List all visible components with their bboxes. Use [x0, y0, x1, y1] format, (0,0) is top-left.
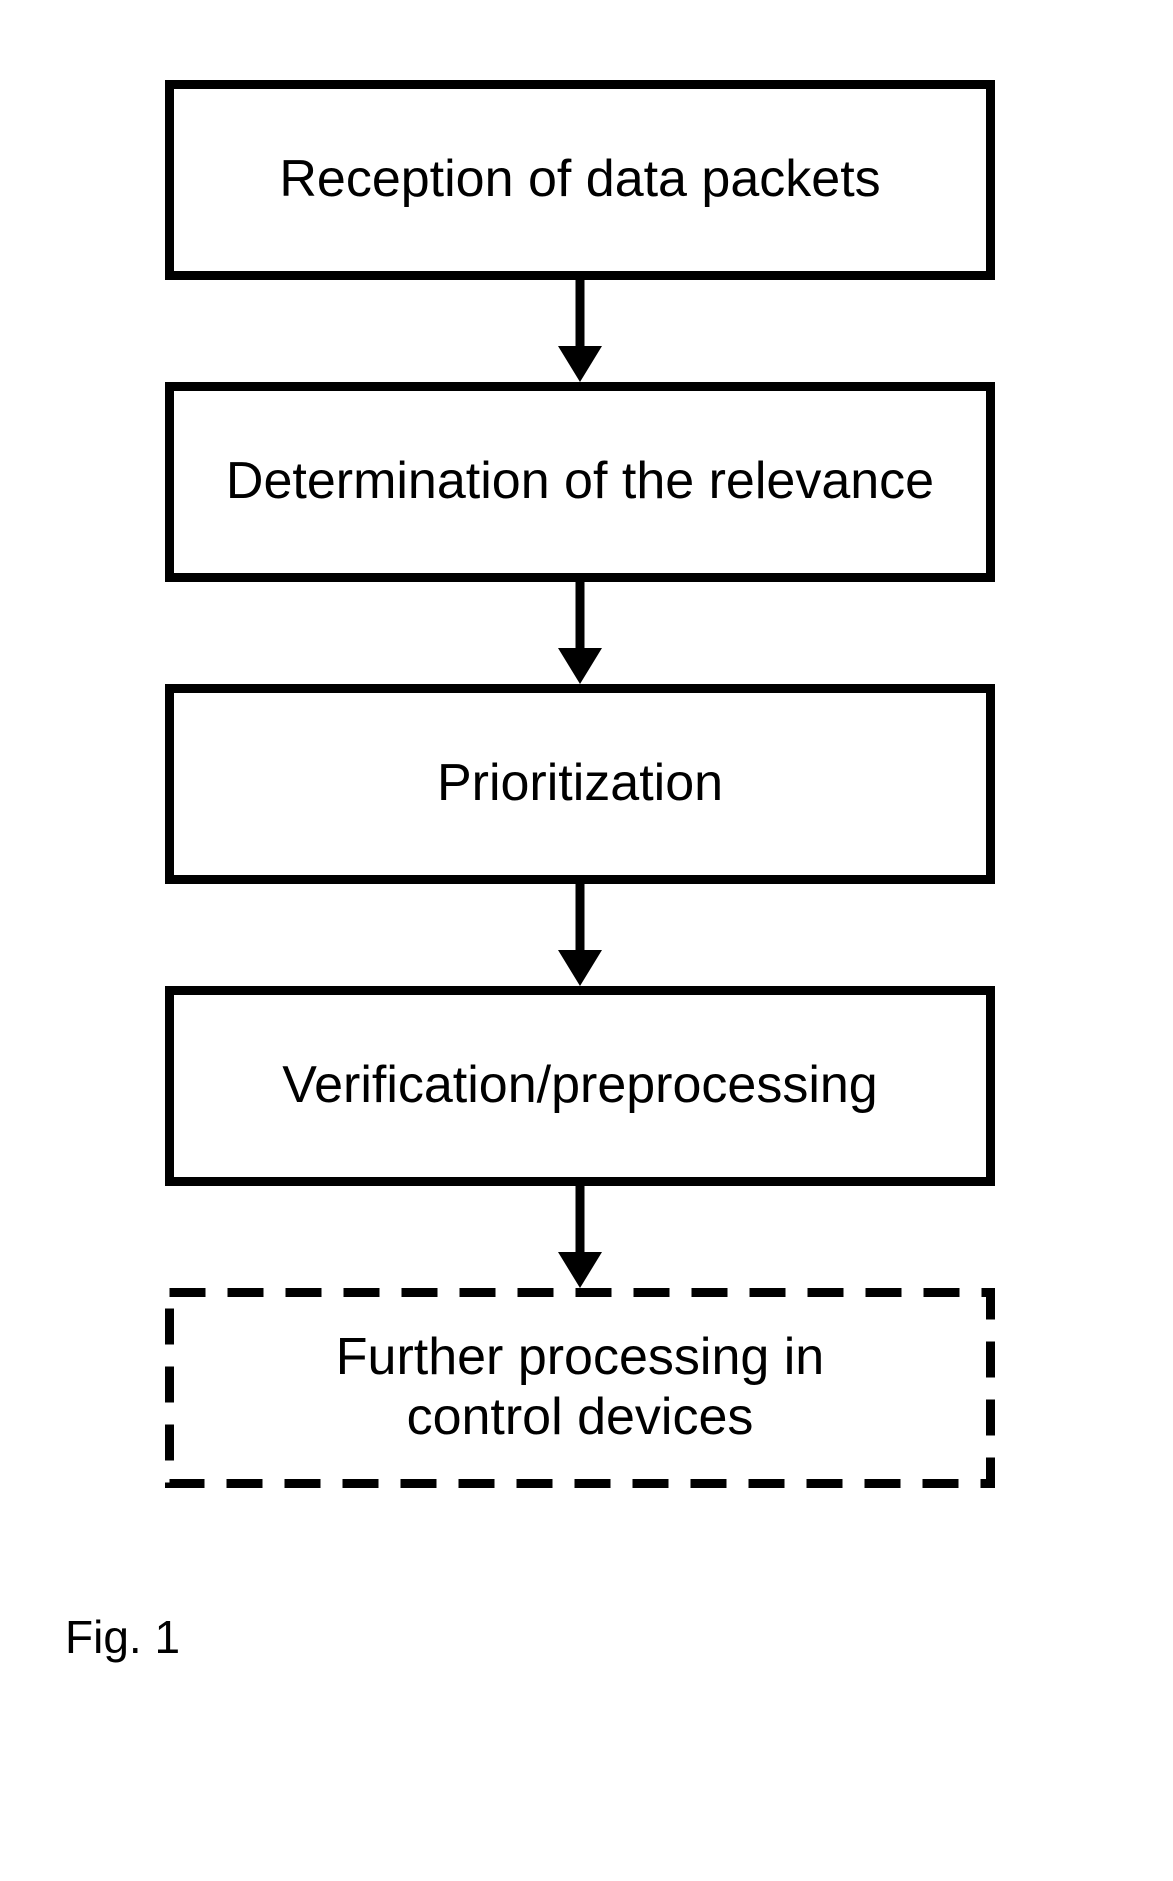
flowchart-arrow	[556, 582, 604, 684]
flowchart-node-n1: Reception of data packets	[165, 80, 995, 280]
figure-caption: Fig. 1	[65, 1610, 180, 1664]
flowchart-arrow	[556, 280, 604, 382]
flowchart-node-label: Prioritization	[437, 754, 723, 814]
flowchart-node-n5: Further processing in control devices	[165, 1288, 995, 1488]
flowchart-node-n2: Determination of the relevance	[165, 382, 995, 582]
flowchart-node-label: Reception of data packets	[279, 150, 880, 210]
flowchart-node-n3: Prioritization	[165, 684, 995, 884]
flowchart-node-label: Determination of the relevance	[226, 452, 934, 512]
flowchart-node-n4: Verification/preprocessing	[165, 986, 995, 1186]
flowchart-node-label: Verification/preprocessing	[282, 1056, 877, 1116]
flowchart-arrow	[556, 884, 604, 986]
flowchart-node-label: Further processing in control devices	[336, 1328, 824, 1448]
flowchart-canvas: Reception of data packets Determination o…	[0, 0, 1173, 1881]
flowchart-arrow	[556, 1186, 604, 1288]
